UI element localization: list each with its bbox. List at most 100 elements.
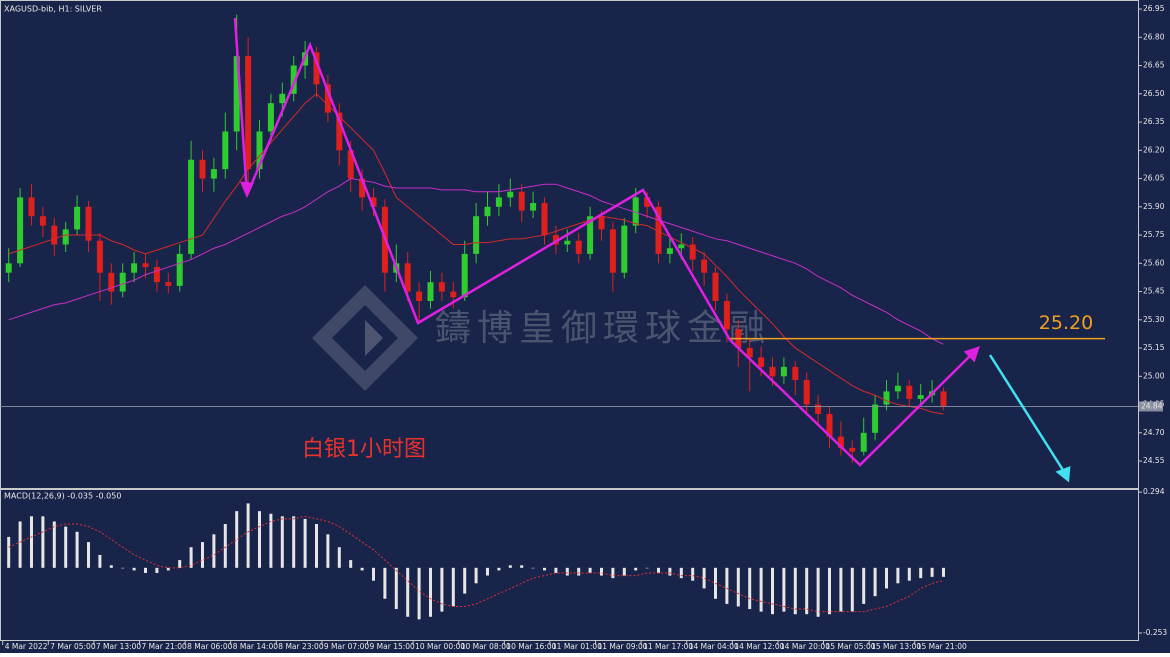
macd-bar	[360, 567, 364, 571]
moving-average	[8, 178, 944, 345]
chart-title: XAGUSD-bib, H1: SILVER	[4, 5, 102, 14]
candle-body	[267, 103, 274, 132]
candle-body	[541, 203, 548, 236]
macd-bar	[942, 567, 945, 577]
macd-bar	[303, 518, 307, 568]
macd-bar	[907, 567, 911, 581]
x-tick-label: 10 Mar 00:00	[415, 642, 465, 651]
macd-bar	[440, 567, 444, 612]
candle-body	[666, 248, 673, 254]
macd-bar	[839, 567, 843, 612]
macd-bar	[702, 567, 706, 589]
drawings	[233, 17, 1071, 483]
x-tick-label: 14 Mar 12:00	[734, 642, 784, 651]
candle-body	[598, 216, 605, 230]
candle-body	[746, 348, 753, 358]
macd-bar	[736, 567, 740, 607]
macd-bar	[201, 542, 204, 568]
candle-body	[712, 272, 719, 301]
candle-body	[632, 197, 639, 226]
watermark-logo	[312, 285, 418, 391]
candle-body	[359, 178, 366, 198]
macd-bar	[315, 524, 318, 568]
macd-bar	[725, 567, 729, 604]
candle-body	[940, 391, 947, 407]
macd-bar	[645, 567, 649, 569]
macd-bar	[349, 560, 353, 568]
candle-body	[917, 395, 924, 399]
y-tick-label: 26.50	[1143, 89, 1165, 98]
candle-body	[347, 150, 354, 179]
macd-bar	[600, 567, 603, 576]
macd-bar	[178, 560, 182, 568]
candle-body	[438, 282, 445, 292]
candle-body	[894, 385, 901, 392]
candle-body	[5, 263, 12, 273]
macd-signal	[8, 515, 944, 613]
y-tick-label: 26.95	[1143, 4, 1165, 13]
x-tick-label: 8 Mar 06:00	[187, 642, 233, 651]
plot-layer: 26.95 26.80 26.65 26.50 26.35 26.20 26.05 25.90…	[0, 4, 1167, 651]
y-tick-label: 25.75	[1143, 230, 1165, 239]
macd-bar	[64, 526, 68, 568]
macd-bar	[919, 567, 923, 579]
arrow-head	[1055, 466, 1071, 483]
candle-body	[210, 169, 217, 179]
macd-bar	[782, 567, 786, 612]
x-tick-label: 15 Mar 13:00	[871, 642, 921, 651]
x-tick-label: 10 Mar 08:00	[461, 642, 511, 651]
moving-average	[8, 93, 944, 415]
macd-bar	[611, 567, 615, 579]
y-tick-label: 26.35	[1143, 117, 1165, 126]
candle-body	[860, 432, 867, 452]
y-tick-label: 26.20	[1143, 145, 1165, 154]
macd-bar	[121, 567, 125, 569]
macd-bar	[132, 567, 136, 571]
macd-bar	[896, 567, 900, 584]
macd-bar	[588, 567, 592, 573]
x-tick-label: 8 Mar 23:00	[278, 642, 324, 651]
arrow-head	[240, 181, 254, 199]
macd-bar	[98, 554, 102, 568]
x-tick-label: 14 Mar 20:00	[780, 642, 830, 651]
macd-bar	[862, 567, 866, 604]
macd-bar	[634, 567, 638, 571]
macd-bar	[87, 542, 90, 568]
macd-bar	[7, 536, 11, 568]
candle-body	[609, 229, 616, 273]
candle-body	[883, 391, 890, 405]
y-tick-label: 26.80	[1143, 32, 1165, 41]
last-price-label: 24.84	[1141, 401, 1163, 410]
forecast-arrow	[988, 354, 1070, 479]
macd-bar	[406, 567, 410, 617]
macd-bar	[246, 503, 250, 568]
macd-bar	[109, 565, 113, 568]
macd-bar	[280, 516, 284, 568]
candle-body	[176, 253, 183, 286]
macd-bar	[930, 567, 934, 577]
y-tick-label: 25.30	[1143, 315, 1165, 324]
candle-body	[28, 197, 35, 217]
candle-body	[313, 52, 320, 85]
x-tick-label: 8 Mar 14:00	[233, 642, 279, 651]
candle-body	[222, 131, 229, 170]
macd-bar	[212, 534, 216, 568]
candle-body	[621, 225, 628, 273]
macd-bar	[144, 567, 147, 573]
macd-bar	[885, 567, 888, 589]
candle-body	[131, 263, 138, 273]
macd-bar	[497, 567, 501, 571]
zigzag	[233, 17, 979, 467]
candle-body	[780, 366, 787, 377]
last-price-box	[1139, 401, 1163, 412]
y-tick-label: 24.55	[1143, 456, 1165, 465]
macd-bar	[166, 567, 170, 571]
candle-body	[39, 216, 46, 226]
candle-body	[51, 225, 58, 245]
macd-bar	[622, 567, 626, 576]
candle-body	[62, 229, 69, 245]
macd-bar	[372, 567, 375, 581]
macd-bar	[816, 567, 820, 617]
candle-body	[678, 244, 685, 249]
x-tick-label: 11 Mar 09:00	[598, 642, 648, 651]
